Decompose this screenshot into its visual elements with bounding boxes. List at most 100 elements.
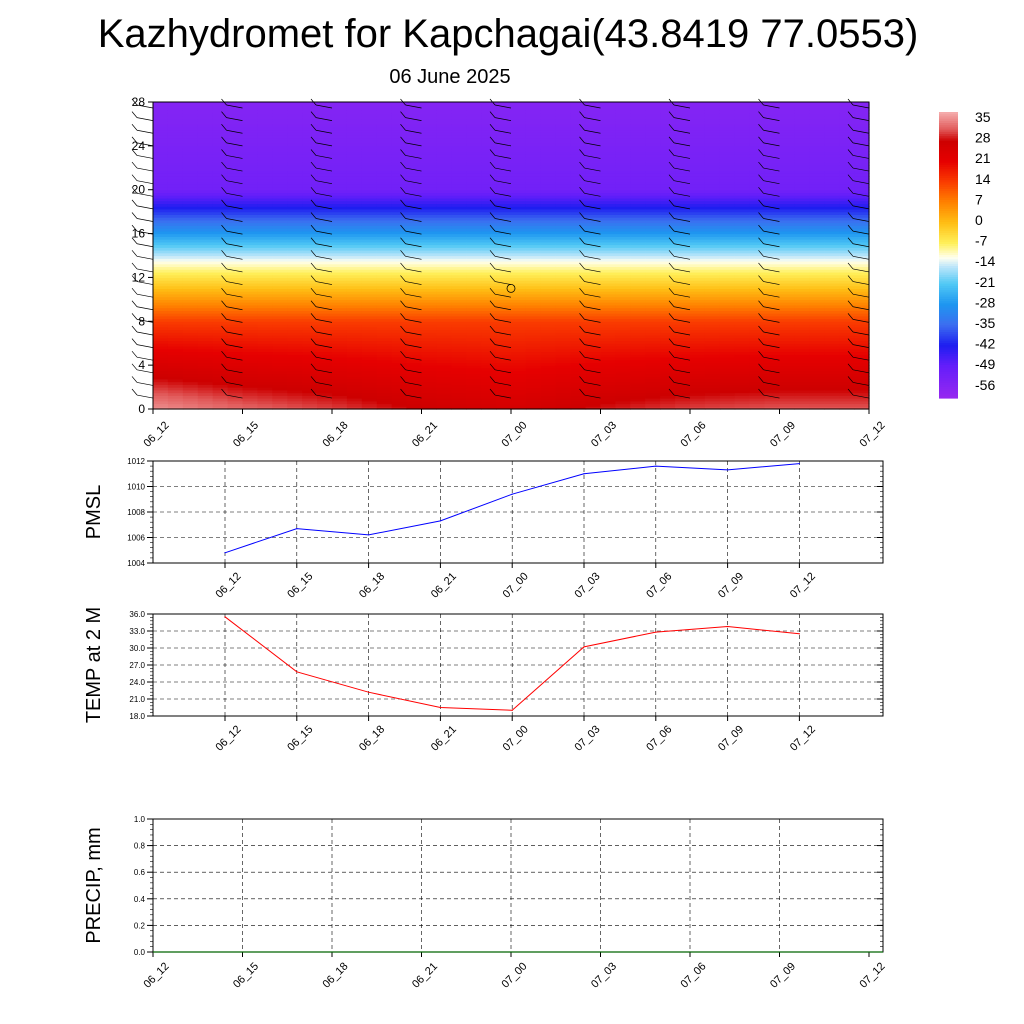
heatmap-cell <box>779 285 796 289</box>
heatmap-cell <box>660 343 676 347</box>
heatmap-cell <box>287 132 303 136</box>
heatmap-cell <box>496 378 512 383</box>
heatmap-cell <box>346 354 363 358</box>
heatmap-cell <box>585 326 602 331</box>
heatmap-cell <box>346 277 363 281</box>
heatmap-cell <box>406 307 423 311</box>
heatmap-cell <box>212 266 229 270</box>
heatmap-cell <box>600 282 617 287</box>
heatmap-cell <box>525 403 542 407</box>
heatmap-cell <box>764 274 781 279</box>
heatmap-cell <box>451 102 467 106</box>
heatmap-cell <box>242 282 259 287</box>
heatmap-cell <box>272 315 288 320</box>
heatmap-cell <box>272 156 288 161</box>
heatmap-cell <box>630 310 646 314</box>
heatmap-cell <box>391 332 408 336</box>
heatmap-cell <box>585 228 602 232</box>
heatmap-cell <box>391 299 408 303</box>
heatmap-cell <box>466 392 482 396</box>
heatmap-cell <box>153 151 169 155</box>
heatmap-cell <box>227 307 244 311</box>
heatmap-cell <box>481 132 497 136</box>
heatmap-cell <box>749 186 766 191</box>
heatmap-cell <box>749 110 766 114</box>
heatmap-cell <box>421 315 438 320</box>
heatmap-cell <box>704 351 721 355</box>
heatmap-cell <box>421 373 438 377</box>
heatmap-cell <box>704 293 721 298</box>
heatmap-cell <box>615 247 631 251</box>
heatmap-cell <box>570 107 587 111</box>
heatmap-cell <box>675 288 691 292</box>
heatmap-cell <box>167 225 184 229</box>
heatmap-cell <box>675 263 691 268</box>
heatmap-cell <box>749 230 766 235</box>
heatmap-cell <box>272 282 288 287</box>
heatmap-cell <box>704 107 721 111</box>
heatmap-cell <box>227 184 244 188</box>
heatmap-cell <box>332 367 348 372</box>
heatmap-cell <box>615 170 631 174</box>
heatmap-cell <box>749 400 766 405</box>
heatmap-cell <box>645 140 661 144</box>
heatmap-cell <box>719 307 736 311</box>
heatmap-cell <box>690 406 706 410</box>
heatmap-cell <box>466 137 482 141</box>
heatmap-cell <box>466 250 482 254</box>
heatmap-cell <box>585 384 602 388</box>
heatmap-cell <box>346 225 363 229</box>
heatmap-cell <box>600 271 617 276</box>
heatmap-cell <box>287 186 303 191</box>
heatmap-cell <box>690 107 706 111</box>
heatmap-cell <box>615 123 631 128</box>
heatmap-cell <box>242 280 259 284</box>
heatmap-cell <box>525 241 542 246</box>
heatmap-cell <box>734 211 751 215</box>
heatmap-cell <box>645 266 661 270</box>
heatmap-cell <box>361 244 378 248</box>
heatmap-cell <box>242 398 259 402</box>
heatmap-cell <box>690 343 706 347</box>
heatmap-cell <box>391 137 408 141</box>
heatmap-cell <box>570 241 587 246</box>
heatmap-cell <box>675 329 691 333</box>
heatmap-cell <box>764 263 781 268</box>
heatmap-cell <box>391 162 408 166</box>
heatmap-cell <box>481 406 497 410</box>
heatmap-cell <box>332 225 348 229</box>
heatmap-cell <box>481 381 497 385</box>
heatmap-cell <box>794 176 810 180</box>
heatmap-cell <box>719 324 736 328</box>
heatmap-cell <box>182 378 199 383</box>
heatmap-cell <box>749 228 766 232</box>
heatmap-cell <box>481 192 497 196</box>
heatmap-cell <box>167 250 184 254</box>
heatmap-cell <box>227 354 244 358</box>
heatmap-cell <box>197 159 214 163</box>
heatmap-cell <box>242 200 259 205</box>
heatmap-cell <box>346 214 363 218</box>
heatmap-cell <box>660 277 676 281</box>
heatmap-cell <box>660 244 676 248</box>
heatmap-cell <box>153 178 169 183</box>
heatmap-cell <box>645 302 661 306</box>
heatmap-cell <box>615 178 631 183</box>
heatmap-cell <box>436 178 452 183</box>
heatmap-cell <box>645 365 661 369</box>
heatmap-cell <box>690 154 706 158</box>
heatmap-cell <box>466 178 482 183</box>
heatmap-cell <box>406 225 423 229</box>
heatmap-cell <box>675 107 691 111</box>
heatmap-cell <box>451 293 467 298</box>
heatmap-cell <box>749 200 766 205</box>
heatmap-cell <box>257 381 273 385</box>
heatmap-cell <box>167 176 184 180</box>
heatmap-cell <box>511 195 527 199</box>
heatmap-cell <box>660 274 676 279</box>
heatmap-cell <box>719 115 736 120</box>
heatmap-cell <box>630 384 646 388</box>
heatmap-cell <box>645 159 661 163</box>
heatmap-cell <box>436 362 452 366</box>
heatmap-cell <box>346 398 363 402</box>
